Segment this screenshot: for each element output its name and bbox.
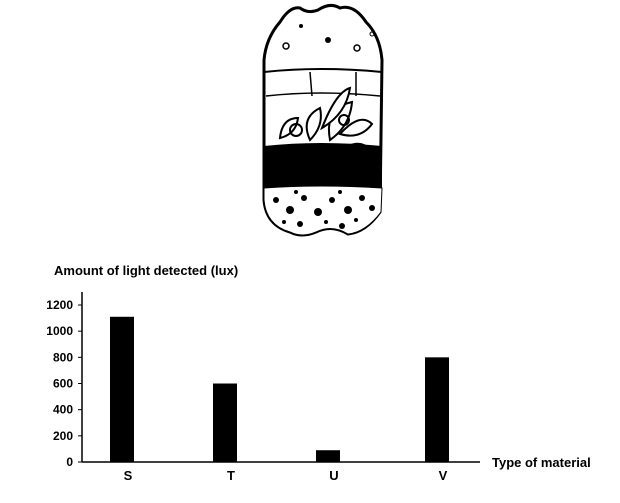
bars <box>110 316 449 462</box>
y-tick-label: 400 <box>53 403 73 417</box>
bar-t <box>213 383 237 462</box>
y-tick-label: 0 <box>66 455 73 469</box>
y-axis-ticks: 0 200 400 600 800 1000 1200 <box>46 298 82 469</box>
x-tick-label-u: U <box>329 468 338 483</box>
y-tick-label: 800 <box>53 350 73 364</box>
x-axis-label: Type of material <box>492 455 591 470</box>
x-tick-label-v: V <box>439 468 448 483</box>
bar-s <box>110 316 134 462</box>
y-tick-label: 200 <box>53 429 73 443</box>
y-axis-label: Amount of light detected (lux) <box>54 263 238 278</box>
y-tick-label: 1000 <box>46 324 73 338</box>
x-axis-ticks: S T U V <box>124 468 448 483</box>
y-tick-label: 600 <box>53 377 73 391</box>
x-tick-label-t: T <box>227 468 235 483</box>
x-tick-label-s: S <box>124 468 133 483</box>
bar-u <box>316 450 340 462</box>
bottle-terrarium-icon <box>262 3 384 237</box>
bar-v <box>425 357 449 462</box>
y-tick-label: 1200 <box>46 298 73 312</box>
